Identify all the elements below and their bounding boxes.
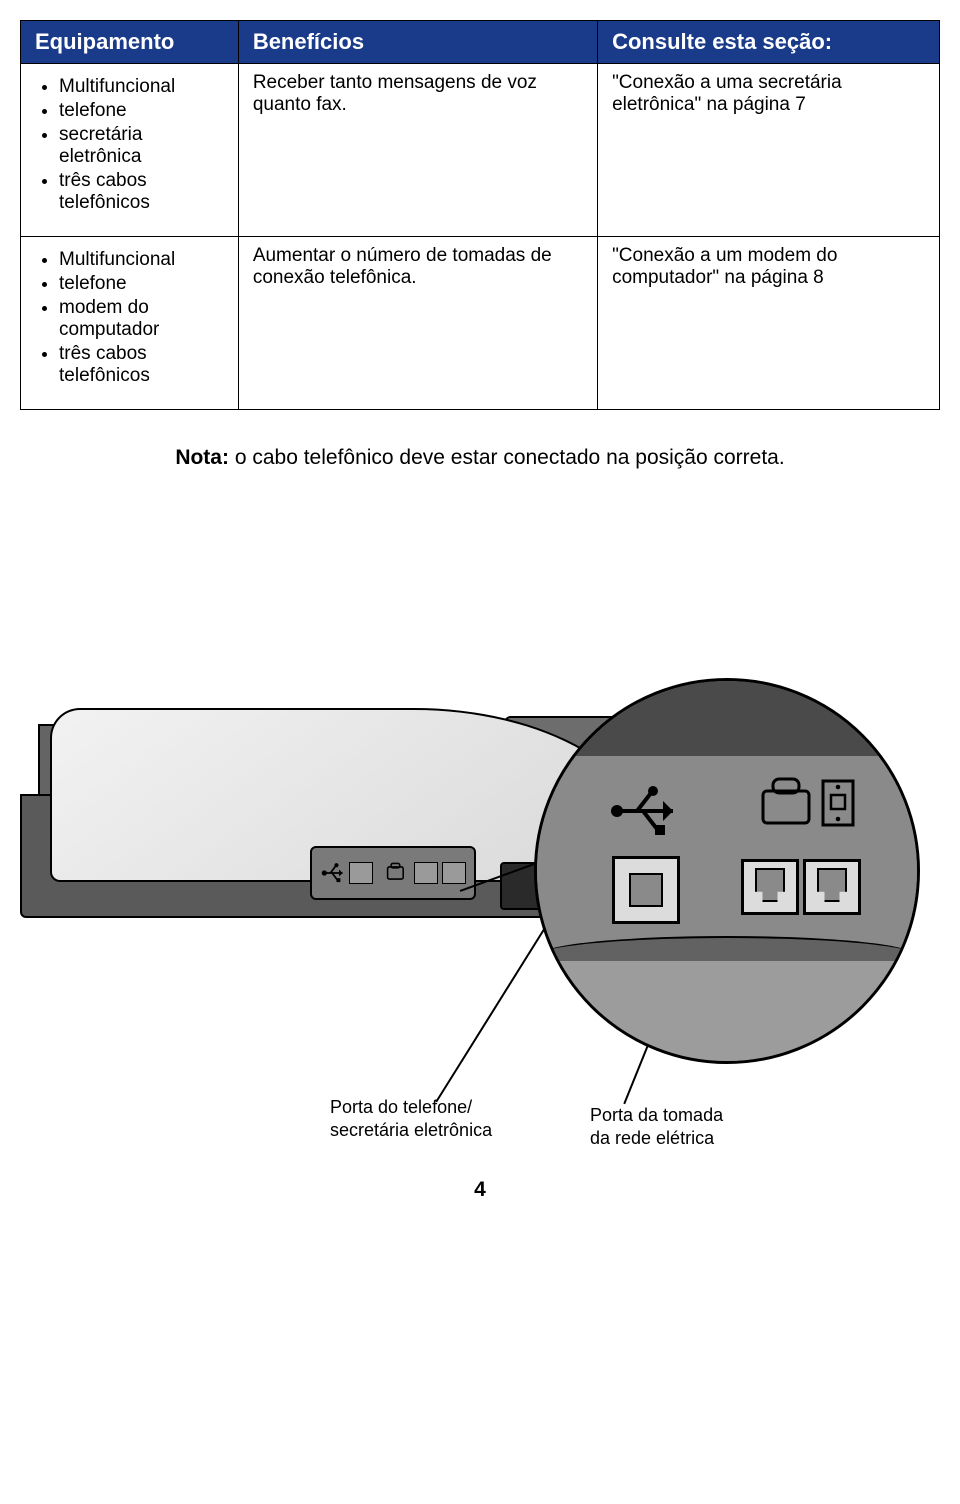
list-item: Multifuncional (59, 76, 224, 98)
page-number: 4 (20, 1178, 940, 1202)
usb-port-small-icon (349, 862, 373, 884)
phone-port (741, 859, 799, 915)
zoom-detail-circle (534, 678, 920, 1064)
note-paragraph: Nota: o cabo telefônico deve estar conec… (20, 446, 940, 470)
port-panel-small (310, 846, 476, 900)
usb-icon (607, 781, 687, 841)
usb-icon (320, 858, 346, 888)
list-item: três cabos telefônicos (59, 170, 224, 214)
benefit-cell: Receber tanto mensagens de voz quanto fa… (238, 64, 597, 237)
col-header-ref: Consulte esta seção: (598, 21, 940, 64)
usb-port (612, 856, 680, 924)
rj-port-small-icon (414, 862, 438, 884)
label-phone-port: Porta do telefone/ secretária eletrônica (330, 1096, 492, 1141)
col-header-equip: Equipamento (21, 21, 239, 64)
list-item: telefone (59, 100, 224, 122)
ref-cell: "Conexão a um modem do computador" na pá… (598, 237, 940, 410)
note-bold: Nota: (175, 446, 229, 469)
list-item: secretária eletrônica (59, 124, 224, 168)
table-row: Multifuncional telefone modem do computa… (21, 237, 940, 410)
list-item: telefone (59, 273, 224, 295)
equip-list: Multifuncional telefone secretária eletr… (35, 76, 224, 214)
list-item: Multifuncional (59, 249, 224, 271)
ref-cell: "Conexão a uma secretária eletrônica" na… (598, 64, 940, 237)
rj-port-small-icon (442, 862, 466, 884)
note-text: o cabo telefônico deve estar conectado n… (229, 446, 785, 469)
col-header-benefit: Benefícios (238, 21, 597, 64)
equipment-table: Equipamento Benefícios Consulte esta seç… (20, 20, 940, 410)
list-item: três cabos telefônicos (59, 343, 224, 387)
equip-list: Multifuncional telefone modem do computa… (35, 249, 224, 387)
phone-wall-icon (759, 777, 859, 831)
list-item: modem do computador (59, 297, 224, 341)
phone-icon (385, 858, 411, 888)
label-wall-port: Porta da tomada da rede elétrica (590, 1104, 723, 1149)
wall-port (803, 859, 861, 915)
benefit-cell: Aumentar o número de tomadas de conexão … (238, 237, 597, 410)
table-row: Multifuncional telefone secretária eletr… (21, 64, 940, 237)
printer-illustration: Porta do telefone/ secretária eletrônica… (20, 498, 940, 1108)
